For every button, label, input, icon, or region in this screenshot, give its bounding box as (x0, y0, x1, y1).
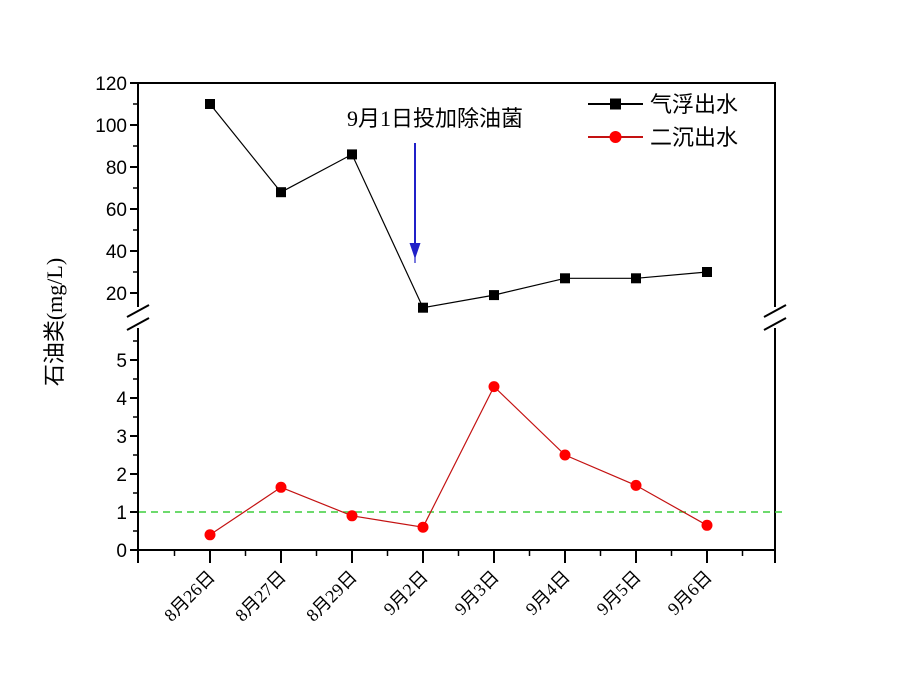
data-point-marker (275, 481, 287, 493)
series-secondary-effluent-line (209, 385, 708, 536)
y-axis-tick-label: 120 (95, 74, 127, 95)
y-axis-tick-label: 2 (116, 465, 127, 486)
series-layer (204, 99, 713, 541)
data-point-marker (204, 529, 216, 541)
data-point-marker (346, 510, 358, 522)
y-axis-tick-label: 20 (106, 284, 127, 305)
y-axis-title: 石油类(mg/L) (42, 258, 67, 386)
x-axis-tick-label: 9月3日 (451, 567, 503, 619)
data-point-marker (559, 449, 571, 461)
data-point-marker (560, 273, 570, 284)
data-point-marker (276, 187, 286, 198)
x-axis-tick-label: 9月5日 (593, 567, 645, 619)
x-axis-tick-label: 8月27日 (231, 567, 290, 626)
legend-item: 气浮出水 (588, 92, 738, 117)
legend-label: 二沉出水 (650, 125, 738, 150)
axis-break-mark (763, 304, 787, 318)
annotation-text: 9月1日投加除油菌 (347, 106, 523, 131)
y-axis-tick-label: 3 (116, 427, 127, 448)
legend-marker-circle-icon (609, 131, 622, 143)
y-axis-tick-label: 4 (116, 389, 127, 410)
data-point-marker (488, 381, 500, 393)
x-axis-tick-label: 9月4日 (522, 567, 574, 619)
y-axis-tick-label: 5 (116, 351, 127, 372)
data-point-marker (205, 99, 215, 109)
data-point-marker (418, 302, 428, 313)
data-point-marker (702, 267, 712, 277)
data-point-marker (701, 519, 713, 531)
y-axis-tick-label: 0 (116, 541, 127, 562)
y-axis-tick-label: 100 (95, 116, 127, 137)
x-axis-tick-label: 8月26日 (160, 567, 219, 626)
axis-break-mark (763, 317, 787, 331)
series-secondary-effluent (204, 381, 713, 541)
data-point-marker (631, 273, 641, 284)
axis-break-mark (126, 304, 150, 318)
data-point-marker (630, 479, 642, 491)
annotation-layer: 9月1日投加除油菌 (347, 106, 523, 263)
x-axis-tick-label: 9月2日 (380, 567, 432, 619)
legend-item: 二沉出水 (588, 125, 738, 150)
axis-break-mark (126, 317, 150, 331)
data-point-marker (347, 149, 357, 160)
down-arrow-icon (409, 243, 421, 259)
series-flotation-effluent (205, 99, 712, 313)
x-axis-tick-label: 9月6日 (664, 567, 716, 619)
series-flotation-effluent-line (209, 103, 708, 309)
legend-label: 气浮出水 (650, 92, 738, 117)
data-point-marker (417, 521, 429, 533)
x-axis-tick-label: 8月29日 (302, 567, 361, 626)
y-axis-tick-label: 60 (106, 200, 127, 221)
data-point-marker (489, 290, 499, 301)
y-axis-tick-label: 40 (106, 242, 127, 263)
y-axis-tick-label: 1 (116, 503, 127, 524)
y-axis-tick-label: 80 (106, 158, 127, 179)
legend-marker-square-icon (610, 98, 621, 110)
